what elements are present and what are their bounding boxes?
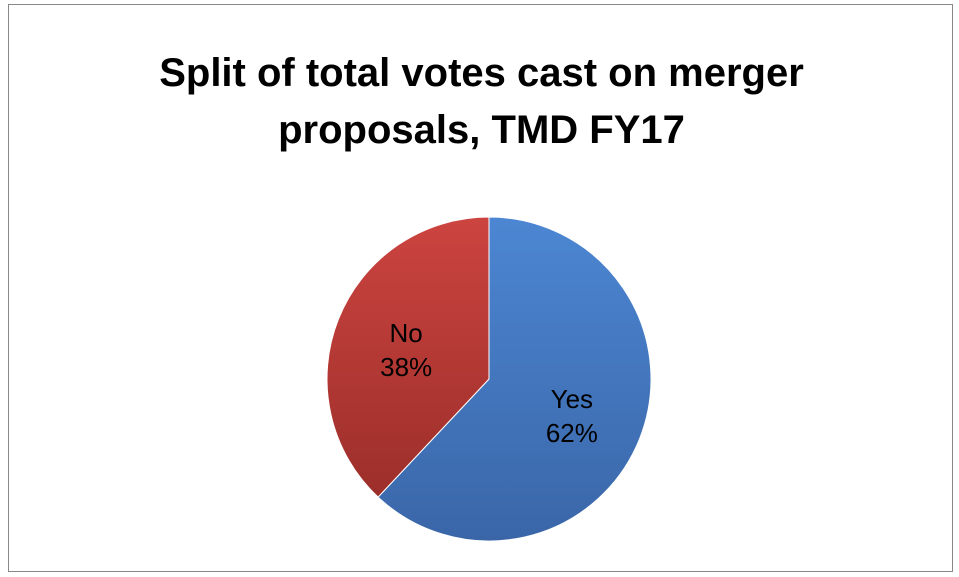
chart-title: Split of total votes cast on merger prop… [9, 45, 954, 159]
chart-title-line-2: proposals, TMD FY17 [278, 108, 685, 152]
chart-title-line-1: Split of total votes cast on merger [159, 51, 804, 95]
slice-value-no: 38% [380, 352, 432, 382]
slice-value-yes: 62% [546, 418, 598, 448]
slice-label-yes: Yes [551, 384, 593, 414]
pie-slice-yes [377, 216, 652, 542]
pie-slices [326, 216, 652, 542]
pie-slice-no [326, 216, 490, 498]
slice-label-no: No [390, 318, 423, 348]
pie-labels: Yes 62% No 38% [380, 318, 598, 448]
